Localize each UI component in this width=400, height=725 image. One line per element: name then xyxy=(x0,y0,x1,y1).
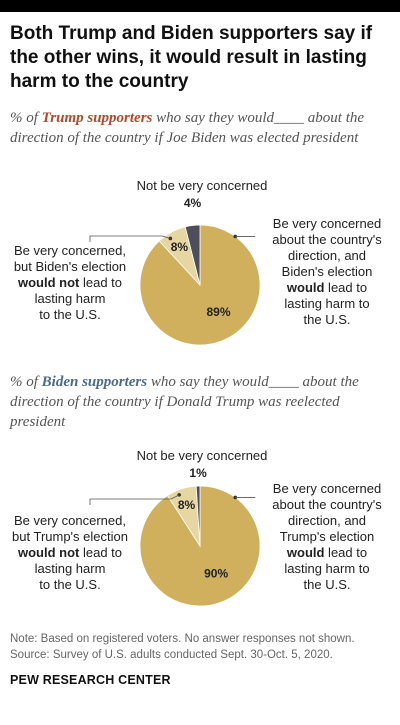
leader-dot-left xyxy=(177,493,181,497)
label-no-lasting-harm: Be very concerned, but Trump's election wo… xyxy=(12,513,128,592)
pct-label-no-lasting-harm: 8% xyxy=(171,240,189,254)
label-not-concerned: Not be very concerned xyxy=(137,178,268,193)
chart-title: Both Trump and Biden supporters say if t… xyxy=(10,23,373,92)
subtitle-group-trump: Trump supporters xyxy=(41,110,153,126)
label-no-lasting-harm: Be very concerned, but Biden's election wo… xyxy=(14,243,126,322)
subtitle-group-biden: Biden supporters xyxy=(41,374,148,390)
top-bar xyxy=(0,0,400,12)
leader-line-left xyxy=(89,235,171,242)
slice-not-concerned xyxy=(195,485,201,547)
label-lasting-harm: Be very concerned about the country's dire… xyxy=(272,481,382,592)
source: Source: Survey of U.S. adults conducted … xyxy=(10,649,333,661)
subtitle-prefix: % of xyxy=(10,374,42,390)
pct-label-lasting-harm: 90% xyxy=(204,567,228,581)
pct-label-no-lasting-harm: 8% xyxy=(178,498,196,512)
subtitle-prefix: % of xyxy=(10,110,42,126)
subtitle-suffix: who say they would____ about the directi… xyxy=(10,110,365,146)
pct-label-not-concerned: 1% xyxy=(189,466,207,480)
pie-chart-biden-supporters: 90% 8% Not be very concerned 1% Be very conc… xyxy=(12,448,382,607)
note: Note: Based on registered voters. No ans… xyxy=(10,633,355,645)
slice-not-concerned xyxy=(184,224,201,286)
subtitle-biden: % of Biden supporters who say they would… xyxy=(10,372,390,432)
subtitle-suffix: who say they would____ about the directi… xyxy=(10,374,359,430)
leader-dot-left xyxy=(168,236,173,241)
leader-line-left xyxy=(89,494,180,505)
pie-chart-trump-supporters: 89% 8% Not be very concerned 4% Be very conc… xyxy=(14,178,382,346)
pct-label-lasting-harm: 89% xyxy=(206,305,230,319)
label-lasting-harm: Be very concerned about the country's dire… xyxy=(272,216,382,327)
pct-label-not-concerned: 4% xyxy=(184,196,202,210)
brand-logo-text: PEW RESEARCH CENTER xyxy=(10,673,171,687)
subtitle-trump: % of Trump supporters who say they would… xyxy=(10,108,390,148)
label-not-concerned: Not be very concerned xyxy=(137,448,268,463)
